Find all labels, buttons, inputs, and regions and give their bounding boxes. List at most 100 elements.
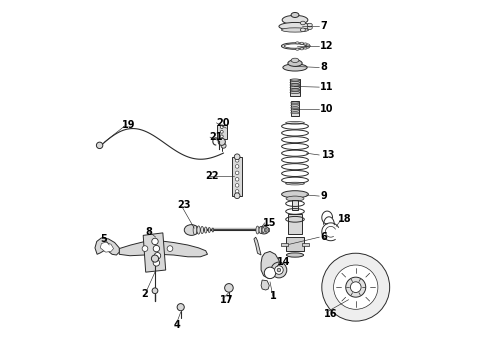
Ellipse shape <box>262 227 265 233</box>
Circle shape <box>235 184 239 187</box>
Ellipse shape <box>259 226 269 234</box>
Circle shape <box>153 260 160 266</box>
Circle shape <box>142 246 148 251</box>
Ellipse shape <box>290 81 300 84</box>
Ellipse shape <box>279 22 311 30</box>
Ellipse shape <box>306 46 310 48</box>
Ellipse shape <box>288 60 302 66</box>
Polygon shape <box>119 241 207 257</box>
Ellipse shape <box>256 226 259 234</box>
Text: 17: 17 <box>220 295 234 305</box>
Ellipse shape <box>300 42 304 44</box>
Circle shape <box>152 288 158 294</box>
Ellipse shape <box>307 45 310 47</box>
Circle shape <box>277 268 281 272</box>
Circle shape <box>264 267 276 279</box>
Bar <box>291 102 299 116</box>
Ellipse shape <box>287 253 304 257</box>
Polygon shape <box>100 242 114 252</box>
Circle shape <box>235 177 239 181</box>
Ellipse shape <box>295 42 299 44</box>
Text: 11: 11 <box>320 82 334 92</box>
Circle shape <box>234 193 240 199</box>
Circle shape <box>235 190 239 193</box>
Ellipse shape <box>290 79 300 81</box>
Circle shape <box>167 246 173 251</box>
Circle shape <box>334 265 378 309</box>
Circle shape <box>152 238 158 245</box>
Ellipse shape <box>291 58 299 63</box>
Text: 20: 20 <box>217 118 230 128</box>
Circle shape <box>234 154 240 159</box>
Text: 7: 7 <box>320 21 327 31</box>
Polygon shape <box>261 280 270 290</box>
Ellipse shape <box>295 48 299 50</box>
Ellipse shape <box>283 64 307 71</box>
Circle shape <box>220 135 223 138</box>
Ellipse shape <box>282 15 308 24</box>
Circle shape <box>154 252 161 259</box>
Circle shape <box>221 143 226 148</box>
Ellipse shape <box>291 109 299 111</box>
Bar <box>302 243 309 246</box>
Text: 8: 8 <box>320 63 327 72</box>
Polygon shape <box>95 238 119 255</box>
Circle shape <box>220 126 223 129</box>
Text: 18: 18 <box>338 214 351 224</box>
Text: 4: 4 <box>173 320 180 330</box>
Circle shape <box>271 262 287 278</box>
Ellipse shape <box>281 43 309 49</box>
Text: 22: 22 <box>206 171 219 181</box>
Ellipse shape <box>201 226 203 234</box>
Circle shape <box>151 255 159 262</box>
Text: 12: 12 <box>320 41 334 51</box>
Ellipse shape <box>197 226 200 234</box>
Ellipse shape <box>291 107 299 109</box>
Ellipse shape <box>268 228 270 232</box>
Ellipse shape <box>282 191 308 198</box>
Bar <box>232 157 242 196</box>
Text: 9: 9 <box>320 191 327 201</box>
Ellipse shape <box>204 227 207 233</box>
Text: 16: 16 <box>323 309 337 319</box>
Ellipse shape <box>281 28 309 32</box>
Text: 10: 10 <box>320 104 334 113</box>
Ellipse shape <box>184 225 198 235</box>
Text: 1: 1 <box>270 291 277 301</box>
Text: 8: 8 <box>145 227 152 237</box>
Text: 15: 15 <box>263 218 276 228</box>
Circle shape <box>97 142 103 149</box>
Text: 2: 2 <box>142 289 148 299</box>
Text: 19: 19 <box>122 120 135 130</box>
Ellipse shape <box>307 26 312 30</box>
Ellipse shape <box>265 228 267 232</box>
Bar <box>292 200 298 210</box>
Ellipse shape <box>290 91 300 94</box>
Ellipse shape <box>291 13 299 18</box>
Ellipse shape <box>300 21 305 25</box>
Text: 5: 5 <box>100 234 107 244</box>
Text: 23: 23 <box>177 200 191 210</box>
Ellipse shape <box>307 23 312 27</box>
Ellipse shape <box>304 47 307 49</box>
Text: 21: 21 <box>209 132 223 142</box>
Ellipse shape <box>259 226 262 233</box>
Circle shape <box>322 253 390 321</box>
Circle shape <box>346 277 366 297</box>
Text: 13: 13 <box>322 150 335 160</box>
Ellipse shape <box>290 89 300 91</box>
Circle shape <box>177 303 184 311</box>
Text: 14: 14 <box>277 257 291 267</box>
Circle shape <box>153 246 160 252</box>
Circle shape <box>350 282 361 293</box>
Circle shape <box>224 284 233 292</box>
Ellipse shape <box>291 102 299 104</box>
Circle shape <box>220 130 223 133</box>
Bar <box>287 237 304 251</box>
Circle shape <box>275 266 283 274</box>
Ellipse shape <box>291 104 299 106</box>
Polygon shape <box>261 251 280 278</box>
Ellipse shape <box>212 228 214 232</box>
Ellipse shape <box>300 28 305 32</box>
Text: 6: 6 <box>320 232 327 242</box>
